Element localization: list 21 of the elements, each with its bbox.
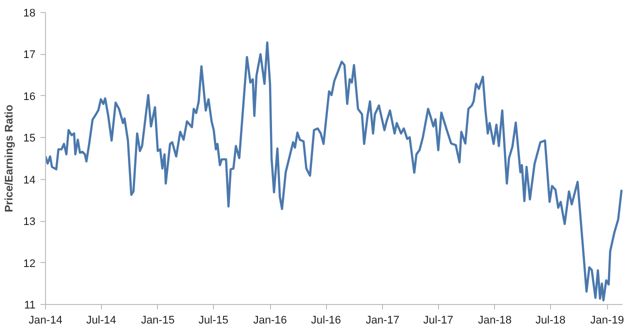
x-tick-label: Jul-17 [423, 314, 454, 326]
x-tick-label: Jan-14 [28, 314, 62, 326]
y-tick-label: 12 [23, 258, 36, 270]
y-axis-title: Price/Earnings Ratio [3, 104, 16, 212]
x-tick-label: Jan-16 [253, 314, 287, 326]
line-series [46, 41, 622, 302]
x-tick-label: Jul-18 [536, 314, 566, 326]
y-tick-label: 14 [23, 174, 36, 186]
x-tick-label: Jul-14 [86, 314, 116, 326]
x-tick-label: Jul-15 [198, 314, 228, 326]
x-tick-label: Jul-16 [311, 314, 341, 326]
x-tick-label: Jan-19 [590, 314, 624, 326]
y-tick-label: 18 [23, 8, 36, 20]
x-tick-label: Jan-17 [366, 314, 400, 326]
y-tick-label: 11 [24, 300, 36, 312]
y-tick-label: 17 [23, 49, 36, 62]
y-tick-label: 15 [23, 132, 36, 145]
y-tick-label: 13 [23, 216, 36, 228]
x-tick-label: Jan-15 [140, 314, 175, 326]
x-tick-label: Jan-18 [478, 314, 512, 326]
y-tick-label: 16 [23, 90, 36, 103]
